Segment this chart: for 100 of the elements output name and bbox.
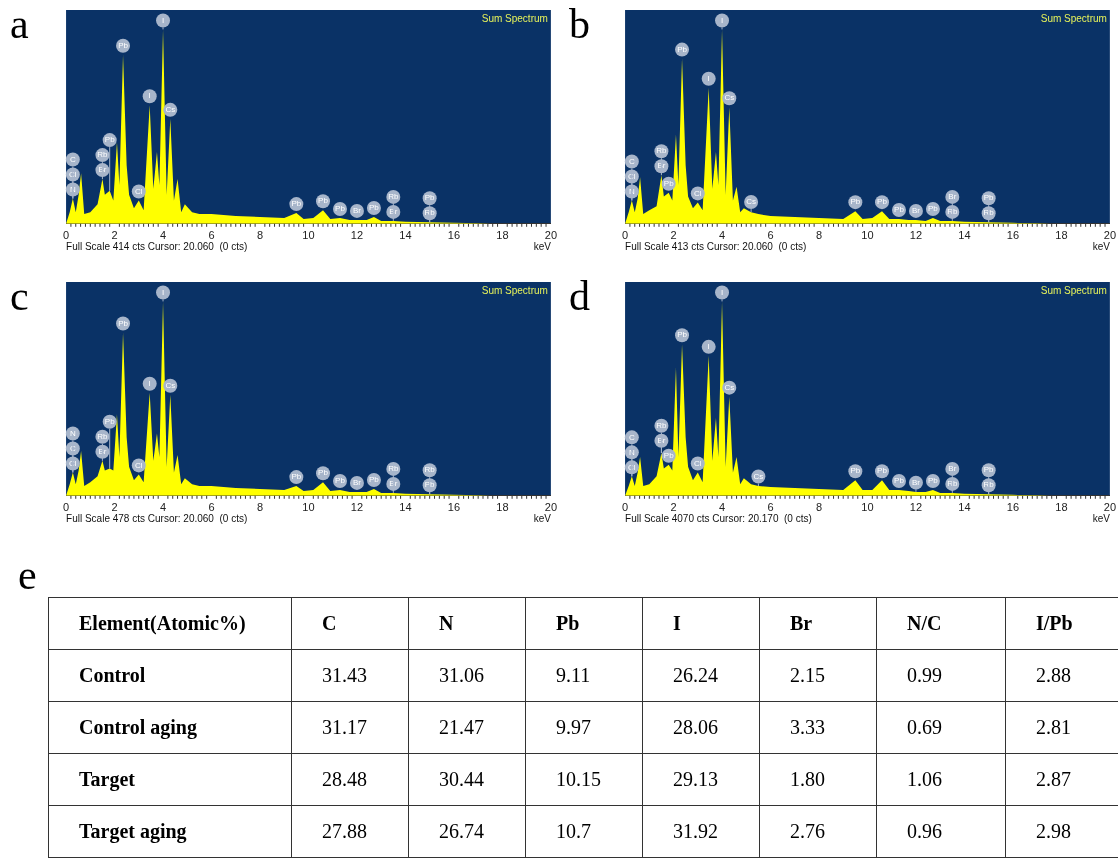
- annotation: Pb: [850, 466, 861, 476]
- x-tick-label: 18: [496, 501, 509, 514]
- text: 28.06: [673, 716, 718, 738]
- text: 2.15: [790, 664, 825, 686]
- x-tick-label: 12: [909, 501, 923, 514]
- annotation: Br: [352, 478, 362, 488]
- annotation: Br: [98, 447, 107, 457]
- x-tick-label: 8: [256, 229, 264, 242]
- annotation: Pb: [424, 480, 436, 490]
- text: 2.76: [790, 820, 825, 842]
- text: e: [18, 551, 37, 599]
- x-tick-label: 10: [302, 229, 315, 242]
- text: 0.69: [907, 716, 942, 738]
- x-tick-label: 6: [208, 229, 215, 242]
- x-tick-label: 20: [1103, 229, 1117, 242]
- text: 9.97: [556, 716, 591, 738]
- annotation: Rb: [656, 420, 668, 430]
- text: 31.43: [322, 664, 367, 686]
- annotation: Pb: [291, 472, 302, 482]
- annotation: I: [148, 378, 151, 388]
- x-tick-label: 20: [544, 229, 558, 242]
- x-tick-label: 20: [1103, 501, 1117, 514]
- annotation: N: [69, 184, 76, 194]
- text: 1.80: [790, 768, 825, 790]
- annotation: Cs: [165, 105, 176, 115]
- annotation: Cs: [746, 197, 756, 207]
- annotation: Cs: [724, 93, 735, 103]
- x-tick-label: 16: [447, 501, 461, 514]
- annotation: Br: [352, 206, 362, 216]
- annotation: Pb: [877, 466, 888, 476]
- x-tick-label: 12: [909, 229, 923, 242]
- category-label: Control aging: [79, 716, 197, 738]
- annotation: Pb: [335, 476, 346, 486]
- annotation: Br: [911, 206, 921, 216]
- x-tick-label: 6: [208, 501, 215, 514]
- annotation: Cs: [753, 471, 764, 481]
- annotation: Pb: [877, 197, 888, 207]
- text: Full Scale 4070 cts Cursor: 20.170 (0 cts): [625, 512, 812, 524]
- annotation: Pb: [928, 204, 939, 214]
- text: Sum Spectrum: [481, 284, 548, 296]
- x-tick-label: 8: [256, 501, 264, 514]
- x-tick-label: 10: [861, 229, 874, 242]
- x-tick-label: 0: [622, 229, 629, 242]
- x-tick-label: 10: [302, 501, 315, 514]
- x-tick-label: 2: [111, 229, 118, 242]
- x-tick-label: 16: [447, 229, 461, 242]
- text: Full Scale 414 cts Cursor: 20.060 (0 cts): [66, 240, 248, 252]
- x-tick-label: 12: [350, 229, 364, 242]
- chart-title: a: [10, 0, 29, 48]
- x-tick-label: 14: [399, 501, 412, 514]
- text: 27.88: [322, 820, 367, 842]
- category-label: C: [291, 597, 409, 650]
- annotation: Br: [389, 207, 398, 217]
- annotation: Pb: [928, 476, 939, 486]
- annotation: Br: [911, 477, 921, 487]
- category-label: I: [642, 597, 760, 650]
- text: Sum Spectrum: [481, 12, 548, 24]
- text: 31.17: [322, 716, 367, 738]
- x-tick-label: 18: [1055, 229, 1068, 242]
- x-tick-label: 14: [958, 501, 971, 514]
- annotation: Pb: [369, 203, 380, 213]
- category-label: Target: [79, 768, 135, 790]
- x-tick-label: 4: [718, 229, 726, 242]
- annotation: Pb: [424, 193, 436, 203]
- x-tick-label: 14: [958, 229, 971, 242]
- text: Full Scale 478 cts Cursor: 20.060 (0 cts): [66, 512, 248, 524]
- text: 21.47: [439, 716, 484, 738]
- annotation: Rb: [388, 192, 399, 202]
- x-tick-label: 12: [350, 501, 364, 514]
- text: Full Scale 413 cts Cursor: 20.060 (0 cts): [625, 240, 807, 252]
- x-tick-label: 0: [622, 501, 629, 514]
- annotation: Br: [657, 161, 666, 171]
- text: 29.13: [673, 768, 718, 790]
- text: Sum Spectrum: [1040, 284, 1107, 296]
- text: 10.15: [556, 768, 601, 790]
- text: 1.06: [907, 768, 942, 790]
- annotation: Pb: [677, 330, 688, 340]
- x-tick-label: 8: [815, 501, 823, 514]
- annotation: C: [628, 432, 635, 442]
- annotation: I: [148, 91, 151, 101]
- text: 2.87: [1036, 768, 1071, 790]
- annotation: I: [707, 342, 710, 352]
- text: 2.88: [1036, 664, 1071, 686]
- x-tick-label: 14: [399, 229, 412, 242]
- category-label: Br: [759, 597, 877, 650]
- annotation: Rb: [424, 465, 436, 475]
- annotation: Pb: [369, 475, 380, 485]
- annotation: Pb: [983, 193, 995, 203]
- x-tick-label: 20: [544, 501, 558, 514]
- annotation: Rb: [97, 432, 109, 442]
- annotation: Cl: [135, 460, 143, 470]
- annotation: Cl: [694, 188, 702, 198]
- annotation: Br: [657, 435, 666, 445]
- annotation: Cl: [694, 458, 702, 468]
- annotation: Rb: [947, 207, 958, 217]
- x-tick-label: 18: [496, 229, 509, 242]
- annotation: Rb: [947, 479, 958, 489]
- annotation: Br: [948, 192, 957, 202]
- annotation: C: [69, 154, 76, 164]
- annotation: Rb: [97, 150, 109, 160]
